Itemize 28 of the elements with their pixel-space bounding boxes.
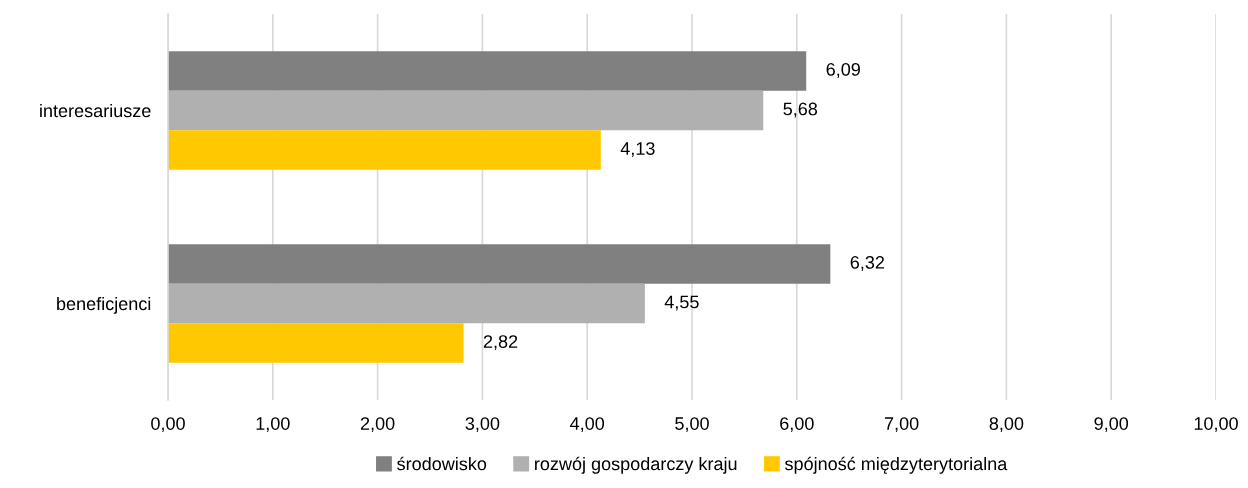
x-tick-label: 9,00 bbox=[1094, 417, 1129, 433]
legend-label: środowisko bbox=[397, 456, 487, 471]
bar bbox=[168, 323, 464, 363]
x-tick-label: 2,00 bbox=[360, 417, 395, 433]
x-tick-label: 1,00 bbox=[256, 417, 290, 433]
y-tick-label: interesariusze bbox=[40, 103, 151, 118]
x-tick-label: 0,00 bbox=[151, 417, 185, 433]
x-tick-label: 6,00 bbox=[780, 417, 814, 433]
data-label: 6,09 bbox=[826, 63, 860, 78]
data-label: 5,68 bbox=[783, 102, 818, 118]
x-tick-label: 5,00 bbox=[675, 417, 709, 433]
data-label: 2,82 bbox=[483, 335, 518, 351]
data-label: 4,55 bbox=[664, 295, 699, 311]
bar bbox=[168, 51, 807, 91]
legend-label: spójność międzyterytorialna bbox=[785, 456, 1008, 474]
bar bbox=[168, 283, 645, 324]
data-label: 6,32 bbox=[850, 256, 885, 271]
data-label: 4,13 bbox=[620, 142, 655, 158]
y-tick-label: beneficjenci bbox=[57, 296, 151, 314]
bar bbox=[168, 244, 831, 284]
bar bbox=[168, 130, 601, 170]
x-tick-label: 7,00 bbox=[884, 417, 919, 433]
legend-label: rozwój gospodarczy kraju bbox=[535, 456, 737, 474]
x-tick-label: 8,00 bbox=[989, 417, 1024, 433]
bar bbox=[168, 90, 764, 131]
x-tick-label: 10,00 bbox=[1194, 417, 1238, 433]
x-tick-label: 4,00 bbox=[570, 417, 605, 433]
x-tick-label: 3,00 bbox=[465, 417, 500, 433]
